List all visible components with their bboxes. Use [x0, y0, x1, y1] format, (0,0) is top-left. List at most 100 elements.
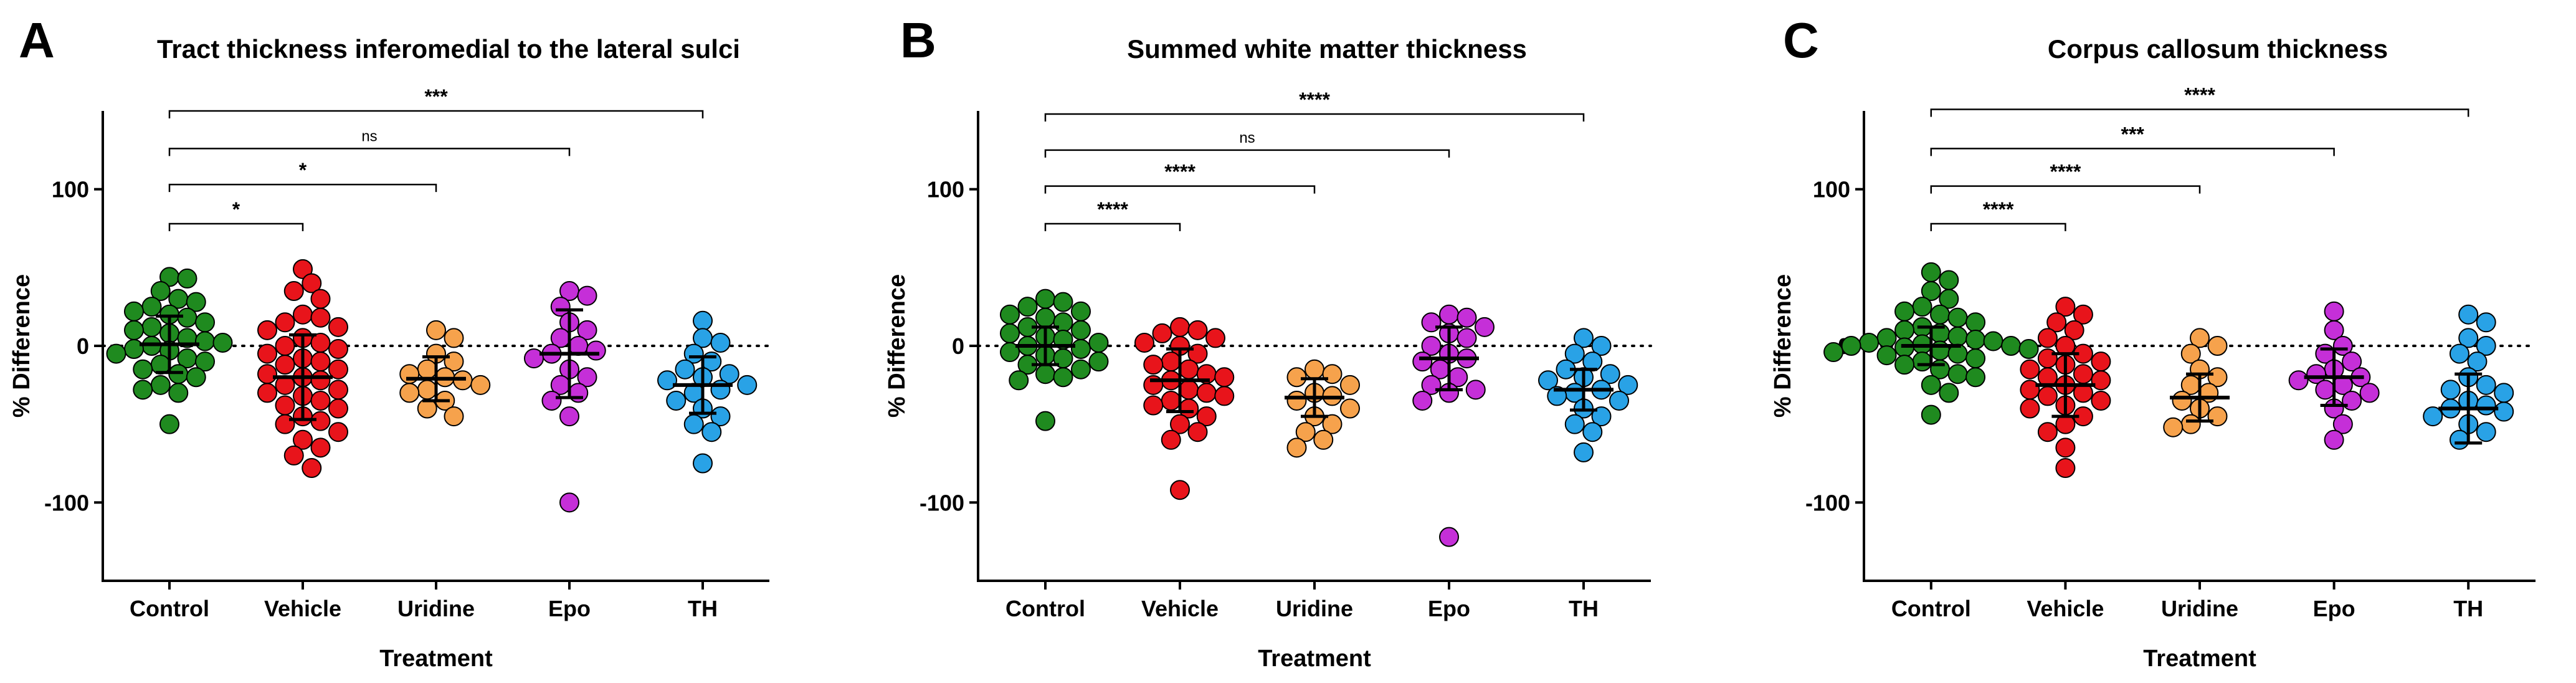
chart-title: Corpus callosum thickness: [2048, 34, 2388, 64]
data-point: [1421, 336, 1442, 356]
data-point: [1214, 386, 1235, 406]
data-point: [2467, 351, 2488, 372]
data-point: [2449, 429, 2469, 450]
data-point: [177, 268, 197, 289]
data-point: [1947, 307, 1968, 328]
data-point: [1340, 398, 1360, 419]
series-uridine: [2163, 328, 2230, 437]
y-tick-label: 100: [927, 177, 964, 203]
data-point: [1876, 345, 1897, 366]
data-point: [444, 406, 464, 427]
significance-bracket: ns: [1044, 130, 1450, 158]
data-point: [559, 406, 579, 427]
data-point: [1564, 343, 1585, 364]
significance-label: ***: [2121, 123, 2145, 145]
data-point: [310, 370, 331, 391]
panel-b: B Summed white matter thickness -100 0 100 Co…: [884, 12, 1652, 672]
data-point: [675, 359, 695, 380]
data-point: [310, 289, 331, 309]
data-point: [133, 359, 153, 380]
y-tick-label: 0: [952, 333, 964, 359]
data-point: [1912, 297, 1932, 317]
significance-bracket: ****: [1930, 198, 2066, 231]
significance-bracket: *: [168, 159, 437, 193]
data-point: [257, 383, 277, 403]
x-tick-label: TH: [688, 596, 718, 621]
data-point: [310, 390, 331, 411]
data-point: [1574, 442, 1594, 462]
data-point: [1412, 351, 1433, 372]
data-point: [293, 304, 313, 325]
data-point: [1930, 304, 1951, 325]
data-point: [2440, 380, 2461, 400]
data-point: [444, 328, 464, 348]
data-point: [275, 336, 295, 356]
data-point: [2091, 370, 2111, 391]
data-point: [1412, 390, 1433, 411]
data-point: [1591, 336, 1612, 356]
data-point: [159, 414, 179, 434]
data-point: [1894, 301, 1915, 322]
data-point: [141, 297, 162, 317]
data-point: [1921, 404, 1941, 425]
data-point: [1322, 414, 1343, 434]
data-point: [1009, 370, 1029, 391]
significance-label: ****: [1164, 161, 1195, 183]
data-point: [1894, 320, 1915, 340]
x-axis-label: Treatment: [2143, 646, 2256, 672]
data-point: [1921, 262, 1941, 282]
significance-label: ****: [2050, 161, 2081, 183]
data-point: [1071, 301, 1091, 322]
data-point: [283, 445, 304, 466]
data-point: [168, 383, 189, 403]
series-epo: [1412, 304, 1495, 547]
significance-bracket: *: [168, 198, 304, 231]
data-point: [1439, 527, 1459, 547]
y-tick-label: -100: [920, 490, 964, 515]
x-tick-label: Uridine: [1276, 596, 1353, 621]
data-point: [1179, 380, 1199, 400]
significance-label: ****: [2184, 84, 2215, 106]
data-point: [1965, 367, 1986, 388]
data-point: [1859, 332, 1880, 353]
data-point: [1921, 281, 1941, 302]
data-point: [1170, 480, 1190, 500]
data-point: [586, 340, 606, 361]
data-point: [1161, 351, 1181, 372]
x-tick-label: Control: [1891, 596, 1971, 621]
series-epo: [524, 281, 606, 513]
significance-bracket: ns: [168, 128, 571, 156]
series-control: [106, 267, 233, 434]
data-point: [2324, 301, 2344, 322]
data-point: [2359, 383, 2380, 403]
data-point: [328, 359, 348, 380]
bracket-line: [1930, 185, 2201, 194]
data-point: [1179, 359, 1199, 380]
y-tick-label: -100: [1805, 490, 1850, 515]
data-point: [1564, 414, 1585, 434]
data-point: [275, 355, 295, 375]
significance-bracket: ****: [1930, 84, 2469, 117]
bracket-line: [1044, 185, 1316, 194]
data-point: [2018, 339, 2039, 360]
data-point: [1313, 429, 1334, 450]
data-point: [212, 332, 233, 353]
data-point: [1000, 323, 1020, 343]
x-tick-label: Epo: [548, 596, 591, 621]
data-point: [1465, 380, 1486, 400]
data-point: [2476, 336, 2496, 356]
y-axis-label: % Difference: [9, 274, 35, 418]
data-point: [683, 414, 704, 434]
series-vehicle: [257, 259, 348, 479]
data-point: [186, 367, 206, 388]
data-point: [275, 312, 295, 333]
data-point: [1475, 317, 1495, 337]
data-point: [1071, 339, 1091, 360]
data-point: [559, 492, 579, 513]
bracket-line: [1930, 148, 2335, 156]
data-point: [124, 301, 144, 322]
data-point: [124, 320, 144, 340]
data-point: [2055, 297, 2076, 317]
data-point: [666, 390, 687, 411]
